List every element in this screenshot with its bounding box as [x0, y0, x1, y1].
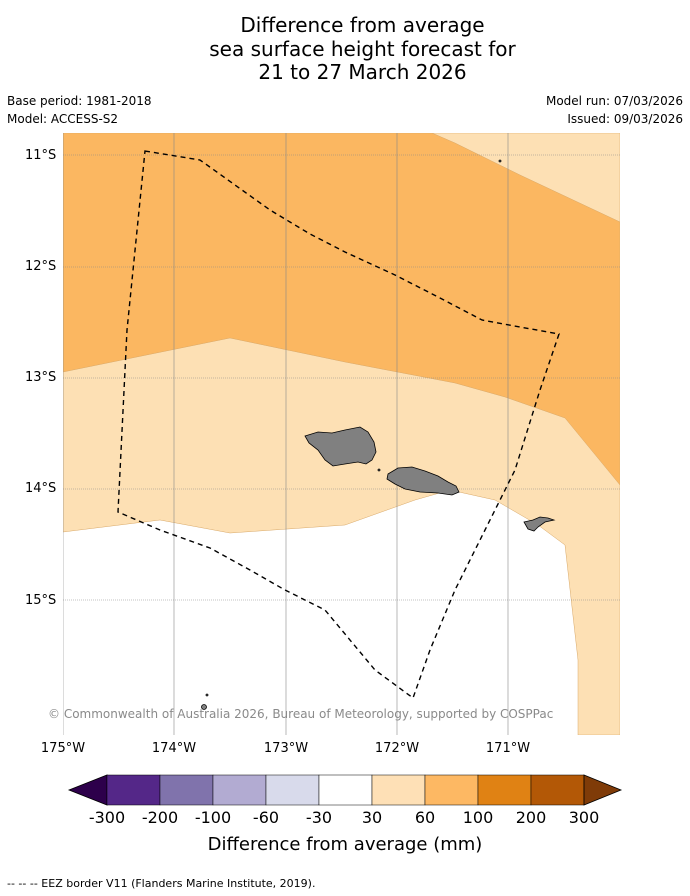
land-islands — [201, 159, 556, 710]
colorbar-tick: -60 — [252, 808, 280, 827]
lon-label-175w: 175°W — [40, 741, 86, 756]
islet-4 — [377, 468, 381, 472]
title-line-2: sea surface height forecast for — [209, 36, 516, 61]
chart-title: Difference from average sea surface heig… — [0, 13, 690, 85]
islet-3 — [498, 159, 502, 163]
lon-label-174w: 174°W — [151, 741, 197, 756]
colorbar-seg-2 — [159, 774, 214, 806]
lat-label-13s: 13°S — [25, 370, 57, 385]
model-name: Model: ACCESS-S2 — [7, 112, 119, 126]
issued-date: Issued: 09/03/2026 — [567, 112, 683, 126]
colorbar-title: Difference from average (mm) — [207, 834, 483, 855]
colorbar-tick: 30 — [361, 808, 383, 827]
colorbar-seg-5 — [318, 774, 373, 806]
savaii-island — [304, 426, 377, 467]
upolu-island — [386, 466, 460, 496]
lat-label-14s: 14°S — [25, 481, 57, 496]
colorbar-seg-4 — [265, 774, 320, 806]
lon-label-171w: 171°W — [485, 741, 531, 756]
lat-label-15s: 15°S — [25, 593, 57, 608]
tutuila-island — [523, 516, 556, 532]
lat-label-11s: 11°S — [25, 148, 57, 163]
eez-footnote: -- -- -- EEZ border V11 (Flanders Marine… — [7, 877, 316, 890]
colorbar-tick: 300 — [568, 808, 600, 827]
title-line-3: 21 to 27 March 2026 — [258, 60, 467, 84]
lon-label-173w: 173°W — [263, 741, 309, 756]
eez-border — [117, 150, 560, 700]
colorbar-tick: 200 — [515, 808, 547, 827]
colorbar-tick: -100 — [194, 808, 232, 827]
colorbar-seg-1 — [106, 774, 161, 806]
colorbar-seg-6 — [371, 774, 426, 806]
lon-label-172w: 172°W — [374, 741, 420, 756]
colorbar-tick: -30 — [305, 808, 333, 827]
colorbar-tick: 100 — [462, 808, 494, 827]
base-period: Base period: 1981-2018 — [7, 94, 152, 108]
title-line-1: Difference from average — [240, 13, 485, 37]
colorbar-extend-high — [583, 774, 623, 806]
colorbar-seg-9 — [530, 774, 585, 806]
model-run: Model run: 07/03/2026 — [545, 94, 683, 108]
copyright-notice: © Commonwealth of Australia 2026, Bureau… — [48, 707, 554, 721]
islet-1 — [201, 704, 207, 710]
islet-2 — [205, 693, 209, 697]
colorbar-tick: -200 — [141, 808, 179, 827]
colorbar-tick: 60 — [414, 808, 436, 827]
map-gridlines — [63, 133, 620, 735]
colorbar-seg-8 — [477, 774, 532, 806]
colorbar-seg-7 — [424, 774, 479, 806]
colorbar-seg-3 — [212, 774, 267, 806]
colorbar-extend-low — [67, 774, 108, 806]
colorbar-tick: -300 — [88, 808, 126, 827]
zone-60-100 — [63, 133, 620, 486]
lat-label-12s: 12°S — [25, 259, 57, 274]
